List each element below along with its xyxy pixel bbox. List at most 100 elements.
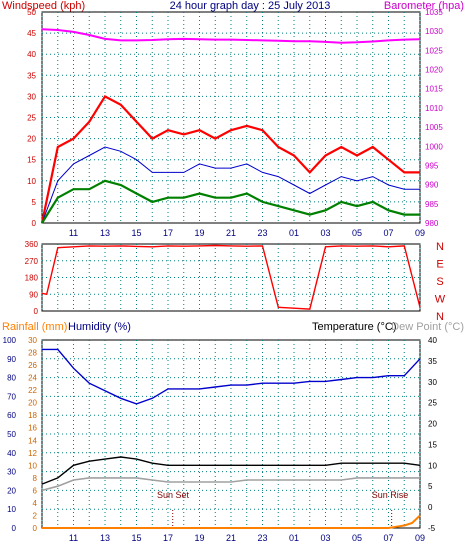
humidity-tick-label: 30	[7, 468, 16, 477]
rain-tick-label: 20	[28, 399, 37, 408]
x-tick-label: 15	[131, 228, 141, 238]
temperature-tick-label: 35	[428, 357, 437, 366]
rain-tick-label: 28	[28, 349, 37, 358]
humidity-tick-label: 70	[7, 392, 16, 401]
direction-tick-label: 180	[25, 274, 39, 283]
windspeed-tick-label: 50	[27, 8, 36, 17]
barometer-tick-label: 990	[425, 181, 439, 190]
windspeed-tick-label: 35	[27, 71, 36, 80]
x-tick-label: 13	[100, 228, 110, 238]
barometer-tick-label: 995	[425, 161, 439, 170]
temperature-tick-label: 10	[428, 461, 437, 470]
humidity-axis-label: Humidity (%)	[68, 321, 131, 333]
temperature-tick-label: 30	[428, 378, 437, 387]
windspeed-tick-label: 10	[27, 177, 36, 186]
barometer-tick-label: 985	[425, 200, 439, 209]
x-tick-label: 01	[289, 228, 299, 238]
x-tick-label: 21	[226, 228, 236, 238]
barometer-tick-label: 1030	[425, 27, 443, 36]
wind-low-line	[41, 179, 420, 224]
temperature-line	[41, 456, 421, 485]
humidity-tick-label: 100	[3, 336, 17, 345]
temp-x-ticks: 11 13 15 17 19 21 23 01 03 05 07 09	[69, 533, 425, 543]
wind-right-ticks: 980 985 990 995 1000 1005 1010 1015 1020 1025 1030…	[425, 8, 443, 228]
chart-title: 24 hour graph day : 25 July 2013	[170, 0, 331, 12]
x-tick-label: 21	[226, 533, 236, 543]
barometer-tick-label: 1035	[425, 8, 443, 17]
direction-left-ticks: 0 90 180 270 360	[25, 240, 39, 316]
x-tick-label: 11	[69, 228, 78, 238]
windspeed-tick-label: 25	[27, 114, 36, 123]
rain-tick-label: 22	[28, 386, 37, 395]
direction-tick-label: 90	[29, 290, 38, 299]
x-tick-label: 03	[320, 533, 330, 543]
windspeed-tick-label: 0	[32, 219, 37, 228]
windspeed-line	[40, 94, 420, 224]
rain-tick-label: 2	[33, 511, 38, 520]
humidity-tick-label: 10	[7, 505, 16, 514]
compass-label: E	[436, 259, 443, 271]
direction-series	[41, 244, 421, 310]
compass-label: N	[436, 311, 444, 323]
temperature-tick-label: 40	[428, 336, 437, 345]
windspeed-tick-label: 30	[27, 92, 36, 101]
windspeed-tick-label: 45	[27, 29, 36, 38]
rainfall-line	[42, 514, 421, 529]
temperature-tick-label: -5	[428, 524, 436, 533]
humidity-tick-label: 60	[7, 411, 16, 420]
rain-tick-label: 8	[33, 474, 38, 483]
compass-label: W	[435, 294, 446, 306]
direction-plot-frame	[41, 243, 421, 312]
humidity-tick-label: 90	[7, 355, 16, 364]
wind-plot-frame	[41, 11, 421, 224]
humidity-tick-label: 20	[7, 486, 16, 495]
wind-left-ticks: 0 5 10 15 20 25 30 35 40 45 50	[27, 8, 36, 228]
temperature-ticks: -5 0 5 10 15 20 25 30 35 40	[428, 336, 437, 533]
humidity-tick-label: 50	[7, 430, 16, 439]
rain-tick-label: 26	[28, 361, 37, 370]
humidity-line	[42, 348, 421, 405]
annotation-sun-rise: Sun Rise	[372, 490, 409, 500]
direction-tick-label: 0	[34, 307, 39, 316]
rain-tick-label: 14	[28, 436, 37, 445]
x-tick-label: 23	[257, 228, 267, 238]
rain-tick-label: 30	[28, 336, 37, 345]
x-tick-label: 19	[194, 533, 204, 543]
temperature-tick-label: 25	[428, 399, 437, 408]
dewpoint-axis-label: Dew Point (°C)	[391, 321, 464, 333]
humidity-tick-label: 40	[7, 449, 16, 458]
annotation-sun-set: Sun Set	[157, 490, 190, 500]
rain-tick-label: 6	[33, 486, 38, 495]
wind-series	[40, 28, 421, 224]
direction-tick-label: 360	[25, 240, 39, 249]
x-tick-label: 09	[415, 533, 425, 543]
temp-series	[41, 348, 421, 529]
barometer-tick-label: 1025	[425, 46, 443, 55]
direction-tick-label: 270	[25, 257, 39, 266]
temperature-axis-label: Temperature (°C)	[312, 321, 396, 333]
x-tick-label: 13	[100, 533, 110, 543]
x-tick-label: 07	[383, 533, 393, 543]
temperature-tick-label: 0	[428, 503, 433, 512]
temperature-tick-label: 15	[428, 440, 437, 449]
x-tick-label: 17	[163, 533, 173, 543]
rain-tick-label: 0	[33, 524, 38, 533]
x-tick-label: 19	[194, 228, 204, 238]
temperature-tick-label: 5	[428, 482, 433, 491]
humidity-tick-label: 0	[12, 524, 17, 533]
rain-tick-label: 12	[28, 449, 37, 458]
rainfall-axis-label: Rainfall (mm)	[2, 321, 67, 333]
x-tick-label: 17	[163, 228, 173, 238]
rain-tick-label: 18	[28, 411, 37, 420]
compass-label: S	[436, 276, 443, 288]
barometer-tick-label: 1020	[425, 66, 443, 75]
x-tick-label: 15	[131, 533, 141, 543]
temperature-tick-label: 20	[428, 420, 437, 429]
windspeed-axis-label: Windspeed (kph)	[2, 0, 85, 12]
x-tick-label: 11	[69, 533, 78, 543]
barometer-tick-label: 1005	[425, 123, 443, 132]
rain-tick-label: 24	[28, 374, 37, 383]
rain-tick-label: 4	[33, 499, 38, 508]
